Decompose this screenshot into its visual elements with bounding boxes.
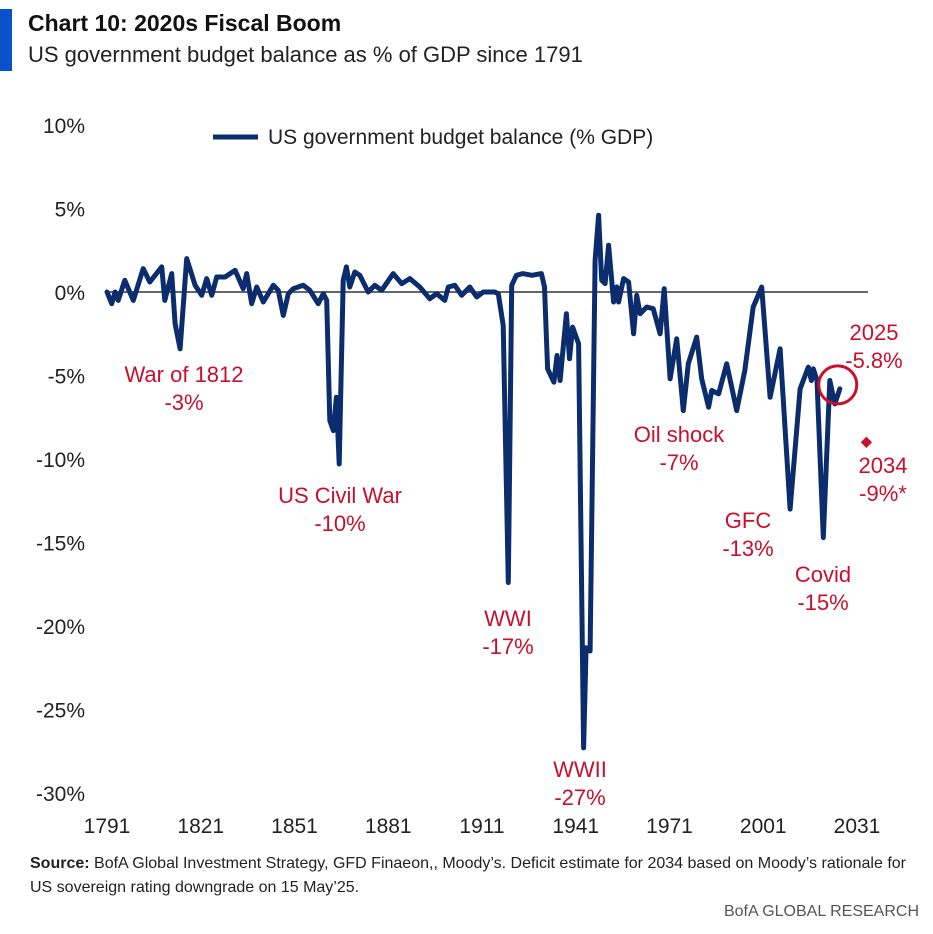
x-tick-label: 1911 (459, 815, 504, 838)
highlight-circle-2025 (817, 364, 859, 406)
legend: US government budget balance (% GDP) (213, 126, 653, 149)
annotation-label: War of 1812 (124, 362, 243, 387)
annotation: War of 1812 -3% (124, 362, 243, 415)
annotation: GFC -13% (722, 508, 773, 561)
x-tick-label: 1791 (84, 815, 131, 838)
x-tick-label: 2001 (740, 815, 787, 838)
x-tick-label: 1821 (177, 815, 224, 838)
chart-subtitle: US government budget balance as % of GDP… (28, 42, 583, 67)
y-tick-label: 0% (55, 282, 85, 305)
y-tick-label: -10% (36, 449, 85, 472)
x-tick-label: 1941 (552, 815, 599, 838)
annotation-value: -3% (164, 390, 203, 415)
annotation-label: WWI (484, 606, 532, 631)
x-tick-label: 1971 (646, 815, 693, 838)
y-tick-label: -30% (36, 783, 85, 806)
chart-title: Chart 10: 2020s Fiscal Boom (28, 10, 342, 36)
y-tick-label: -15% (36, 533, 85, 556)
y-tick-label: 10% (43, 115, 85, 138)
x-tick-label: 2031 (834, 815, 881, 838)
annotation: WWI -17% (482, 606, 533, 659)
brand-label: BofA GLOBAL RESEARCH (723, 903, 919, 920)
y-tick-label: -25% (36, 700, 85, 723)
annotation: 2025 -5.8% (845, 320, 902, 373)
annotation-label: WWII (553, 757, 607, 782)
annotation: 2034 -9%* (859, 453, 908, 506)
annotation-label: 2034 (859, 453, 908, 478)
annotation-value: -7% (659, 450, 698, 475)
annotation-value: -9%* (859, 481, 907, 506)
source-label: Source: (30, 855, 90, 872)
annotation-label: 2025 (850, 320, 899, 345)
annotation-value: -10% (314, 511, 365, 536)
annotation-value: -13% (722, 536, 773, 561)
annotation-value: -27% (554, 785, 605, 810)
annotation: WWII -27% (553, 757, 607, 810)
x-tick-label: 1851 (271, 815, 318, 838)
source-text: BofA Global Investment Strategy, GFD Fin… (30, 855, 906, 896)
annotation-value: -5.8% (845, 348, 902, 373)
y-tick-label: 5% (55, 199, 85, 222)
annotation: Covid -15% (795, 562, 851, 615)
annotation-label: Covid (795, 562, 851, 587)
annotation-label: Oil shock (634, 422, 725, 447)
projection-marker-2034 (860, 436, 873, 448)
legend-label: US government budget balance (% GDP) (268, 126, 653, 149)
source-note: Source: BofA Global Investment Strategy,… (30, 852, 930, 900)
y-tick-label: -5% (48, 366, 85, 389)
series-line-budget-balance (104, 212, 843, 751)
annotation-label: GFC (725, 508, 772, 533)
title-accent-bar (0, 9, 12, 71)
annotation: US Civil War -10% (278, 483, 402, 536)
annotation-label: US Civil War (278, 483, 402, 508)
annotation: Oil shock -7% (634, 422, 725, 475)
annotation-value: -17% (482, 634, 533, 659)
annotation-value: -15% (797, 590, 848, 615)
y-tick-label: -20% (36, 616, 85, 639)
x-tick-label: 1881 (365, 815, 412, 838)
